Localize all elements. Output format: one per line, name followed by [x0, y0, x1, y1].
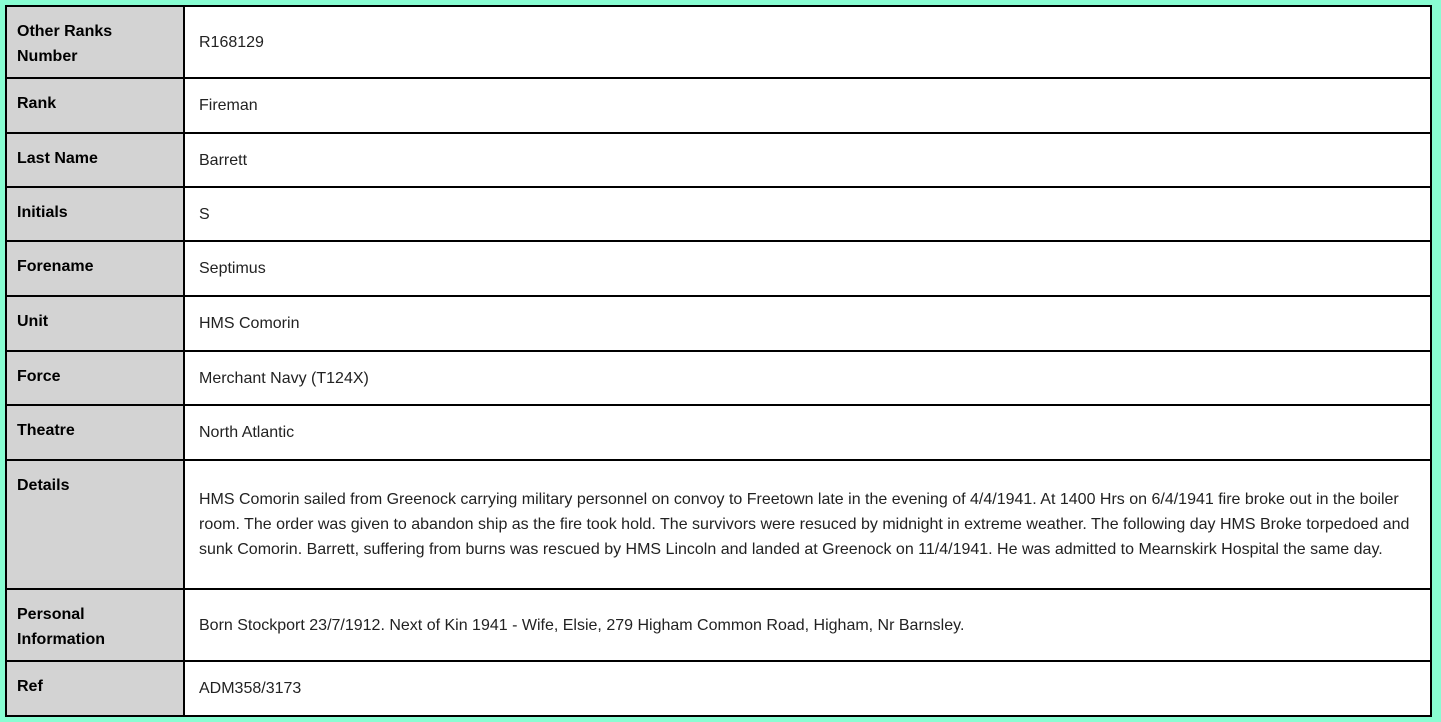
row-value: Born Stockport 23/7/1912. Next of Kin 19…	[183, 588, 1432, 662]
table-row: Ref ADM358/3173	[5, 660, 1432, 717]
row-label: Initials	[5, 186, 185, 242]
row-value: S	[183, 186, 1432, 242]
row-value: HMS Comorin sailed from Greenock carryin…	[183, 459, 1432, 590]
row-label: Ref	[5, 660, 185, 717]
row-label: Details	[5, 459, 185, 590]
table-row: Rank Fireman	[5, 77, 1432, 134]
row-label: Personal Information	[5, 588, 185, 662]
row-label: Force	[5, 350, 185, 406]
row-value: Merchant Navy (T124X)	[183, 350, 1432, 406]
row-label: Last Name	[5, 132, 185, 188]
row-label: Theatre	[5, 404, 185, 461]
table-row: Theatre North Atlantic	[5, 404, 1432, 461]
table-row: Forename Septimus	[5, 240, 1432, 297]
row-value: Barrett	[183, 132, 1432, 188]
row-label: Other Ranks Number	[5, 5, 185, 79]
row-value: ADM358/3173	[183, 660, 1432, 717]
row-value: HMS Comorin	[183, 295, 1432, 352]
row-value: Septimus	[183, 240, 1432, 297]
row-label: Forename	[5, 240, 185, 297]
table-row: Details HMS Comorin sailed from Greenock …	[5, 459, 1432, 590]
row-value: Fireman	[183, 77, 1432, 134]
table-row: Force Merchant Navy (T124X)	[5, 350, 1432, 406]
table-row: Initials S	[5, 186, 1432, 242]
table-row: Unit HMS Comorin	[5, 295, 1432, 352]
row-label: Unit	[5, 295, 185, 352]
table-row: Other Ranks Number R168129	[5, 5, 1432, 79]
row-value: North Atlantic	[183, 404, 1432, 461]
row-value: R168129	[183, 5, 1432, 79]
table-row: Last Name Barrett	[5, 132, 1432, 188]
row-label: Rank	[5, 77, 185, 134]
table-row: Personal Information Born Stockport 23/7/…	[5, 588, 1432, 662]
record-table: Other Ranks Number R168129 Rank Fireman La…	[5, 5, 1432, 717]
